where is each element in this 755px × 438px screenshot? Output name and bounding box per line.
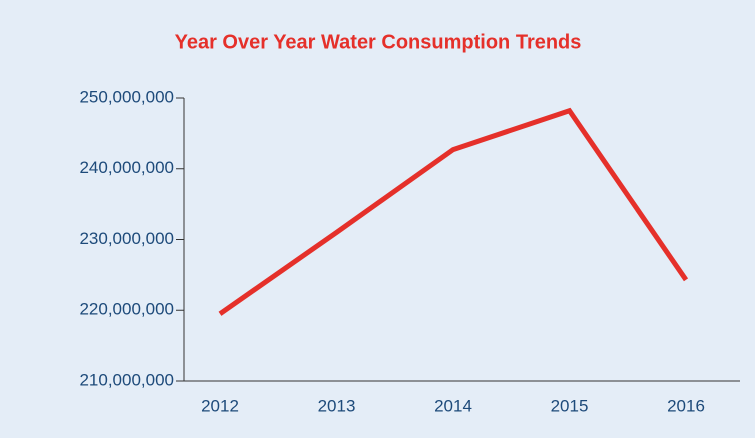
y-tick-label: 230,000,000: [79, 229, 174, 248]
y-tick-label: 220,000,000: [79, 300, 174, 319]
x-tick-label: 2012: [201, 396, 239, 415]
y-tick-label: 210,000,000: [79, 370, 174, 389]
y-tick-label: 250,000,000: [79, 87, 174, 106]
x-tick-label: 2014: [434, 396, 472, 415]
x-tick-label: 2016: [667, 396, 705, 415]
line: [218, 107, 689, 316]
x-tick-label: 2013: [318, 396, 356, 415]
x-tick-label: 2015: [551, 396, 589, 415]
y-tick-label: 240,000,000: [79, 158, 174, 177]
chart-title: Year Over Year Water Consumption Trends: [175, 31, 582, 53]
